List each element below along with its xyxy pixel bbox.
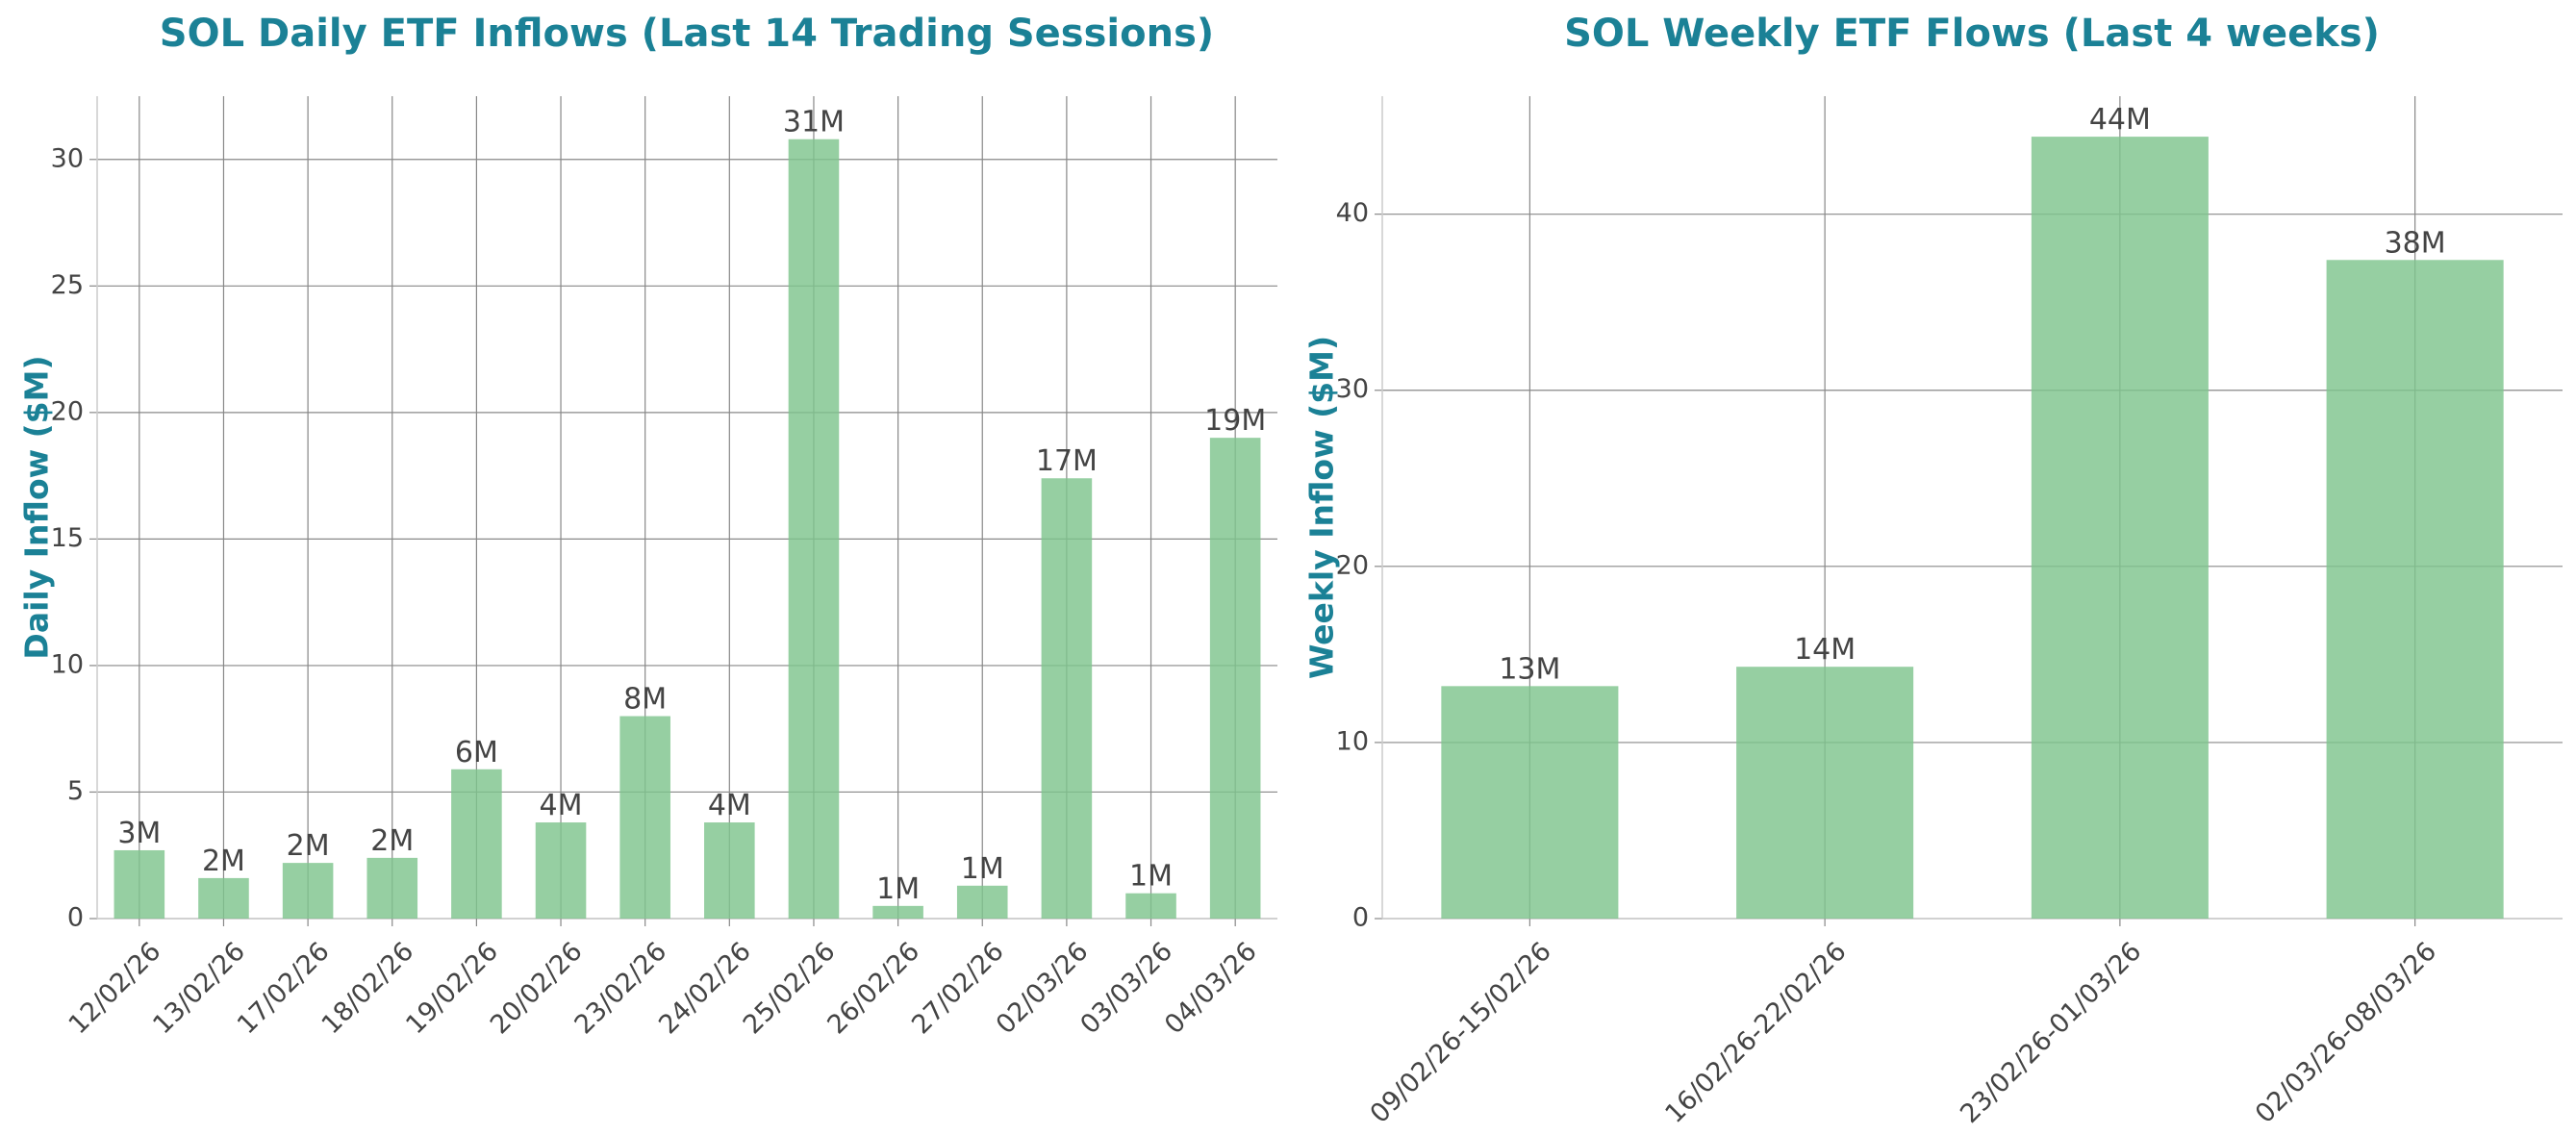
chart2-x-tick-label: 02/03/26-08/03/26 — [2250, 937, 2442, 1129]
chart1-x-tick-label: 26/02/26 — [821, 937, 925, 1041]
chart1-bar — [1041, 478, 1093, 919]
chart1-x-tick-label: 27/02/26 — [906, 937, 1010, 1041]
chart1-bar — [619, 716, 670, 919]
chart2-bar-value-label: 13M — [1499, 652, 1560, 686]
chart1-bar-value-label: 6M — [455, 736, 498, 769]
chart1-bar-value-label: 1M — [1129, 860, 1173, 894]
chart1-bar-value-label: 17M — [1036, 444, 1098, 478]
chart1-bar — [788, 139, 840, 919]
chart2-y-tick-label: 0 — [1352, 903, 1369, 933]
chart1-x-tick-label: 24/02/26 — [653, 937, 757, 1041]
chart1-x-tick-label: 13/02/26 — [147, 937, 251, 1041]
chart1-y-tick-label: 10 — [51, 649, 84, 679]
chart1-bar — [956, 885, 1008, 919]
chart1-x-tick-label: 25/02/26 — [738, 937, 842, 1041]
chart1-bar — [872, 905, 923, 919]
chart2-y-tick-label: 30 — [1336, 374, 1369, 404]
chart2-x-tick-label: 23/02/26-01/03/26 — [1955, 937, 2147, 1129]
chart1-bar-value-label: 8M — [623, 683, 667, 717]
chart1-y-tick-label: 0 — [67, 903, 84, 933]
chart2-bar — [2031, 137, 2209, 920]
chart2-y-axis-label: Weekly Inflow ($M) — [1303, 336, 1341, 679]
chart2-y-tick-label: 20 — [1336, 550, 1369, 580]
chart1-bar — [114, 849, 165, 919]
chart1-y-tick-label: 5 — [67, 776, 84, 806]
chart1-x-tick-label: 17/02/26 — [232, 937, 336, 1041]
chart2-bar — [2326, 260, 2504, 919]
chart1-y-tick-label: 30 — [51, 143, 84, 173]
chart1-bar — [282, 863, 334, 919]
chart1-bar — [198, 877, 249, 919]
chart1-bar — [535, 822, 587, 919]
chart1-x-tick-label: 04/03/26 — [1159, 937, 1263, 1041]
chart1-x-tick-label: 02/03/26 — [991, 937, 1095, 1041]
chart1-bar-value-label: 4M — [708, 789, 751, 822]
chart1-x-tick-label: 20/02/26 — [485, 937, 589, 1041]
chart2-bar-value-label: 38M — [2385, 226, 2446, 260]
chart2-title: SOL Weekly ETF Flows (Last 4 weeks) — [1564, 12, 2380, 56]
chart2-bar — [1736, 667, 1914, 919]
chart1-x-tick-label: 03/03/26 — [1074, 937, 1178, 1041]
chart1-bar-value-label: 2M — [287, 829, 330, 863]
chart1-x-tick-label: 12/02/26 — [63, 937, 167, 1041]
chart1-bar — [1209, 438, 1261, 919]
chart1-y-axis-label: Daily Inflow ($M) — [18, 355, 56, 659]
chart1-bar-value-label: 3M — [117, 817, 161, 850]
chart2-bar-value-label: 14M — [1794, 633, 1856, 667]
chart1-title: SOL Daily ETF Inflows (Last 14 Trading S… — [160, 12, 1214, 56]
chart1-x-tick-label: 19/02/26 — [400, 937, 504, 1041]
chart1-bar — [451, 769, 502, 919]
chart1-bar-value-label: 19M — [1204, 404, 1266, 438]
chart1-y-tick-label: 25 — [51, 270, 84, 300]
chart1-bar-value-label: 31M — [783, 106, 845, 139]
chart1-bar-value-label: 1M — [876, 872, 920, 906]
chart1-bar — [704, 822, 755, 919]
chart2-y-tick-label: 40 — [1336, 198, 1369, 228]
chart1-bar-value-label: 2M — [370, 824, 414, 858]
chart1-bar-value-label: 1M — [961, 852, 1004, 886]
chart1-bar — [1125, 893, 1176, 919]
chart1-x-tick-label: 23/02/26 — [569, 937, 673, 1041]
chart2-bar-value-label: 44M — [2089, 103, 2151, 137]
chart2-x-tick-label: 09/02/26-15/02/26 — [1365, 937, 1557, 1129]
chart2-x-tick-label: 16/02/26-22/02/26 — [1659, 937, 1852, 1129]
chart2-y-tick-label: 10 — [1336, 726, 1369, 756]
chart1-bar-value-label: 2M — [202, 845, 245, 878]
chart2-bar — [1441, 686, 1619, 919]
chart1-bar-value-label: 4M — [540, 789, 583, 822]
chart1-x-tick-label: 18/02/26 — [316, 937, 420, 1041]
chart1-bar — [366, 857, 418, 919]
chart1-y-tick-label: 15 — [51, 523, 84, 553]
chart1-y-tick-label: 20 — [51, 396, 84, 426]
